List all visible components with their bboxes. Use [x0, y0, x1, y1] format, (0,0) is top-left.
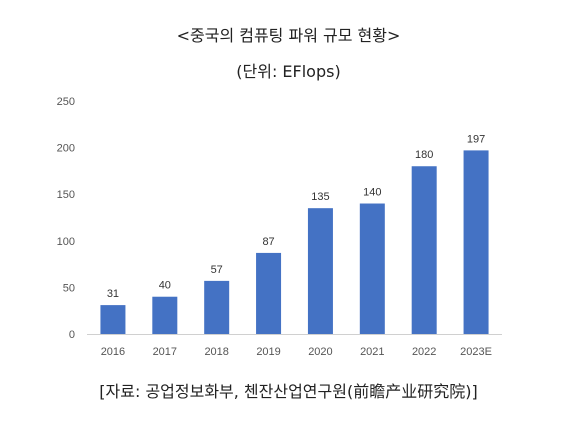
bar-value-label: 87 [262, 236, 274, 248]
bar [256, 252, 282, 334]
bar [100, 305, 126, 334]
bar-value-label: 57 [211, 264, 223, 276]
bar [152, 296, 178, 334]
x-tick-label: 2016 [101, 346, 125, 358]
chart-unit-subtitle: (단위: EFlops) [236, 62, 341, 81]
x-tick-label: 2019 [256, 346, 280, 358]
chart-title: <중국의 컴퓨팅 파워 규모 현황> [176, 26, 401, 45]
x-axis: 2016 2017 2018 2019 2020 2021 2022 2023E [101, 346, 492, 358]
y-tick-label: 100 [57, 236, 75, 248]
source-note: [자료: 공업정보화부, 첸잔산업연구원(前瞻产业研究院)] [99, 382, 478, 401]
bar-chart: 0 50 100 150 200 250 31 40 57 87 135 140 180 197 201… [57, 96, 502, 358]
bar-value-label: 197 [467, 133, 485, 145]
bar-value-label: 140 [363, 187, 381, 199]
y-tick-label: 250 [57, 96, 75, 108]
x-tick-label: 2020 [308, 346, 332, 358]
bar [359, 203, 385, 334]
bar [463, 150, 489, 334]
x-tick-label: 2022 [412, 346, 436, 358]
data-labels: 31 40 57 87 135 140 180 197 [107, 133, 485, 300]
bar [204, 280, 230, 334]
bar-series [100, 150, 489, 334]
y-axis: 0 50 100 150 200 250 [57, 96, 75, 341]
x-tick-label: 2018 [204, 346, 228, 358]
bar-value-label: 40 [159, 280, 171, 292]
x-tick-label: 2023E [460, 346, 492, 358]
y-tick-label: 50 [63, 282, 75, 294]
y-tick-label: 200 [57, 143, 75, 155]
y-tick-label: 0 [69, 329, 75, 341]
y-tick-label: 150 [57, 189, 75, 201]
x-tick-label: 2021 [360, 346, 384, 358]
bar-value-label: 135 [311, 191, 329, 203]
bar [307, 208, 333, 334]
bar-value-label: 31 [107, 288, 119, 300]
bar [411, 166, 437, 334]
x-tick-label: 2017 [153, 346, 177, 358]
bar-value-label: 180 [415, 149, 433, 161]
